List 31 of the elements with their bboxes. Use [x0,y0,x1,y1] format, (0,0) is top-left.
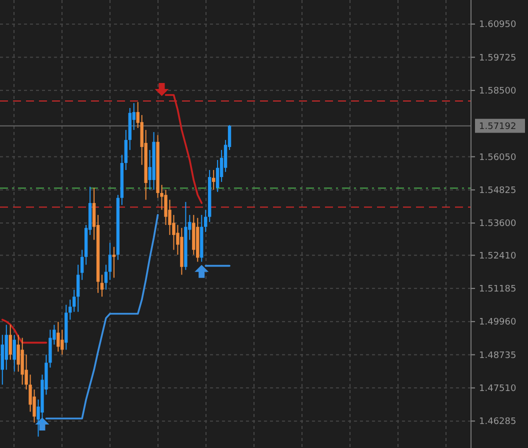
y-tick-label: 1.59725 [479,53,516,64]
candlestick [80,249,84,280]
ref-line-label: 1.57192 [479,122,516,132]
y-tick-label: 1.51185 [479,284,516,295]
y-tick-label: 1.60950 [479,20,516,30]
y-tick-label: 1.46285 [479,417,516,428]
y-tick-label: 1.49960 [479,318,516,328]
candlestick [56,321,60,352]
y-tick-label: 1.54825 [479,186,516,196]
candlestick [108,242,112,280]
y-tick-label: 1.48735 [479,350,516,361]
candlestick [68,299,72,320]
candlestick [76,264,80,312]
candlestick [216,159,220,192]
candlestick [164,189,168,226]
candlestick [212,169,216,190]
candlestick [60,329,64,356]
candlestick [204,209,208,232]
candlestick [72,289,76,312]
candlestick [124,129,128,170]
y-tick-label: 1.56050 [479,152,516,163]
candlestick [104,264,108,290]
candlestick [12,334,16,372]
y-tick-label: 1.58500 [479,86,516,97]
y-tick-label: 1.53600 [479,219,516,230]
candlestick [8,324,12,360]
candlestick [16,334,20,372]
candlestick [100,274,104,298]
candlestick [112,246,116,278]
y-tick-label: 1.47510 [479,384,516,394]
y-tick-label: 1.52410 [479,251,516,262]
